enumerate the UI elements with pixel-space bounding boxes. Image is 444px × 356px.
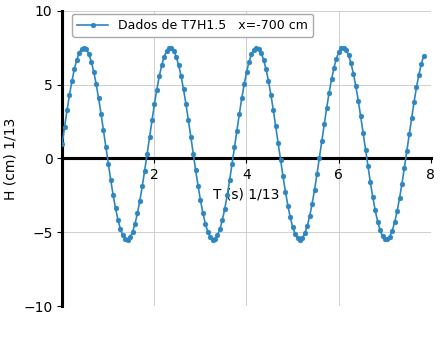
- Y-axis label: H (cm) 1/13: H (cm) 1/13: [4, 117, 18, 200]
- Line: Dados de T7H1.5   x=-700 cm: Dados de T7H1.5 x=-700 cm: [60, 45, 426, 242]
- Dados de T7H1.5   x=-700 cm: [266, 79, 271, 83]
- Dados de T7H1.5   x=-700 cm: [81, 46, 87, 50]
- Dados de T7H1.5   x=-700 cm: [59, 141, 65, 146]
- Dados de T7H1.5   x=-700 cm: [181, 87, 186, 91]
- Dados de T7H1.5   x=-700 cm: [251, 47, 257, 52]
- Dados de T7H1.5   x=-700 cm: [314, 172, 320, 176]
- Dados de T7H1.5   x=-700 cm: [363, 148, 368, 152]
- Dados de T7H1.5   x=-700 cm: [205, 230, 210, 234]
- Legend: Dados de T7H1.5   x=-700 cm: Dados de T7H1.5 x=-700 cm: [72, 14, 313, 37]
- Dados de T7H1.5   x=-700 cm: [297, 237, 303, 242]
- X-axis label: T (s) 1/13: T (s) 1/13: [213, 188, 280, 202]
- Dados de T7H1.5   x=-700 cm: [421, 54, 426, 58]
